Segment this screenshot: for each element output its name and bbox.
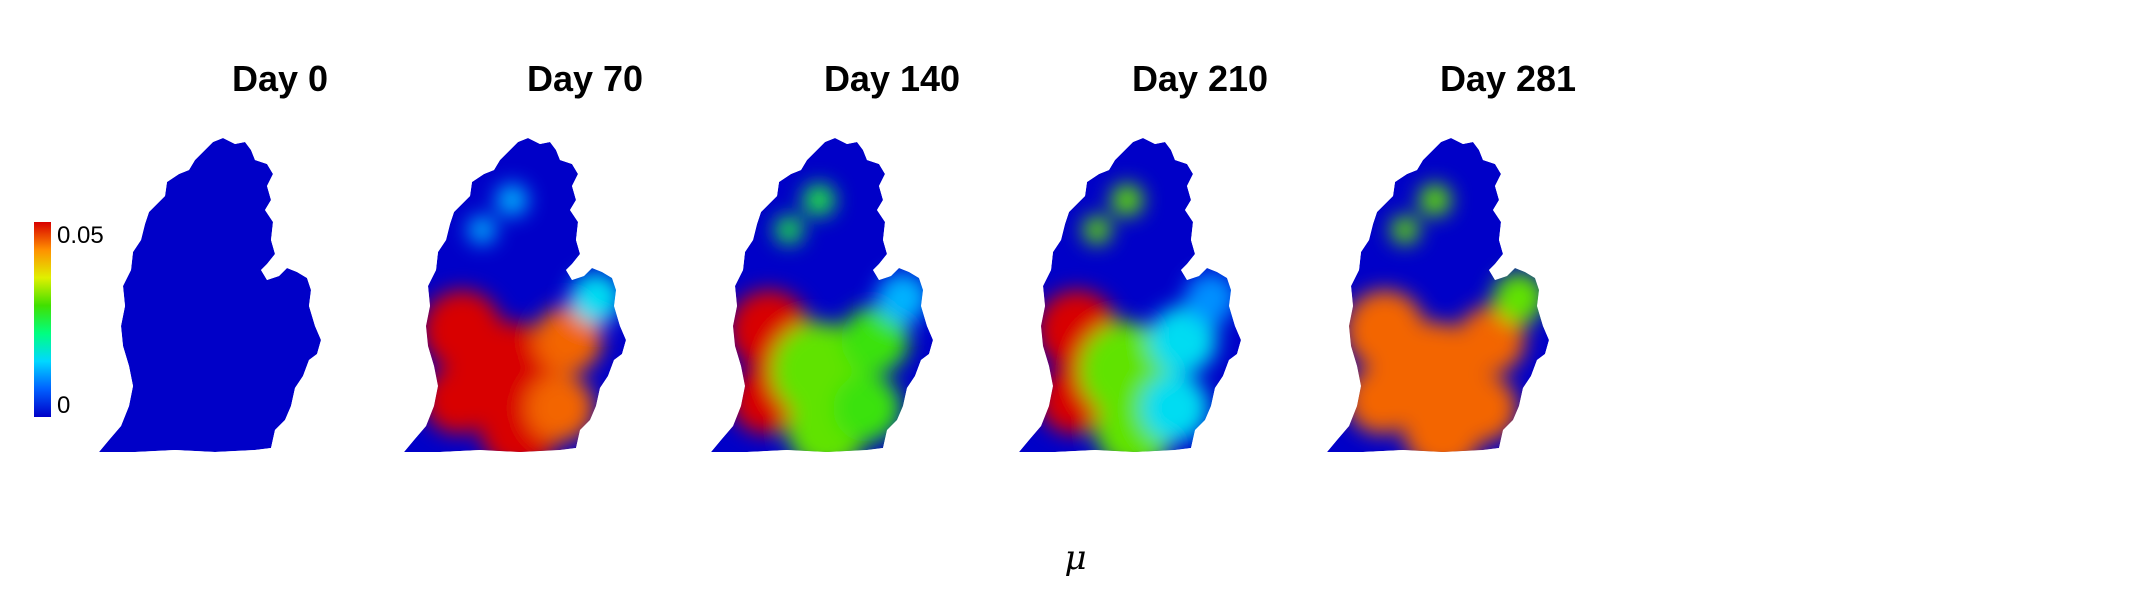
michigan-heatmap [1019,138,1241,452]
colorbar-gradient [34,222,51,417]
michigan-heatmap [711,138,933,452]
hotspot-southeast [1457,306,1525,374]
hotspot-upper-peninsula [775,216,803,244]
hotspot-upper-peninsula [1391,216,1419,244]
hotspot-southeast [833,374,901,442]
hotspot-upper-peninsula [1419,184,1451,216]
hotspot-upper-peninsula [1083,216,1111,244]
colorbar-min-label: 0 [57,392,71,419]
colorbar-max-label: 0.05 [57,222,104,249]
hotspot-upper-peninsula [803,184,835,216]
map-panel-day-210: Day 210 [985,40,1415,510]
map-panel-day-281: Day 281 [1293,40,1723,510]
colorbar [34,222,51,417]
hotspot-southeast [841,306,909,374]
panel-title: Day 210 [1131,58,1269,99]
hotspot-thumb [1493,272,1545,324]
hotspot-southeast [1149,306,1217,374]
map-panel-day-0: Day 0 [65,40,495,510]
map-panel-day-70: Day 70 [370,40,800,510]
hotspot-southeast [1141,374,1209,442]
hotspot-southeast [526,374,594,442]
hotspot-southeast [534,306,602,374]
hotspot-southeast [1449,374,1517,442]
panel-title: Day 140 [823,58,961,99]
panel-title: Day 0 [231,58,329,99]
michigan-heatmap [1327,138,1549,452]
hotspot-thumb [877,272,929,324]
hotspot-thumb [1185,272,1237,324]
map-base-region [99,138,321,452]
panel-title: Day 281 [1439,58,1577,99]
panel-title: Day 70 [526,58,644,99]
michigan-heatmap [99,138,321,452]
hotspot-thumb [570,272,622,324]
x-axis-label: μ [1064,538,1087,578]
hotspot-upper-peninsula [468,216,496,244]
map-panel-day-140: Day 140 [677,40,1107,510]
hotspot-upper-peninsula [1111,184,1143,216]
michigan-heatmap [404,138,626,452]
hotspot-upper-peninsula [496,184,528,216]
